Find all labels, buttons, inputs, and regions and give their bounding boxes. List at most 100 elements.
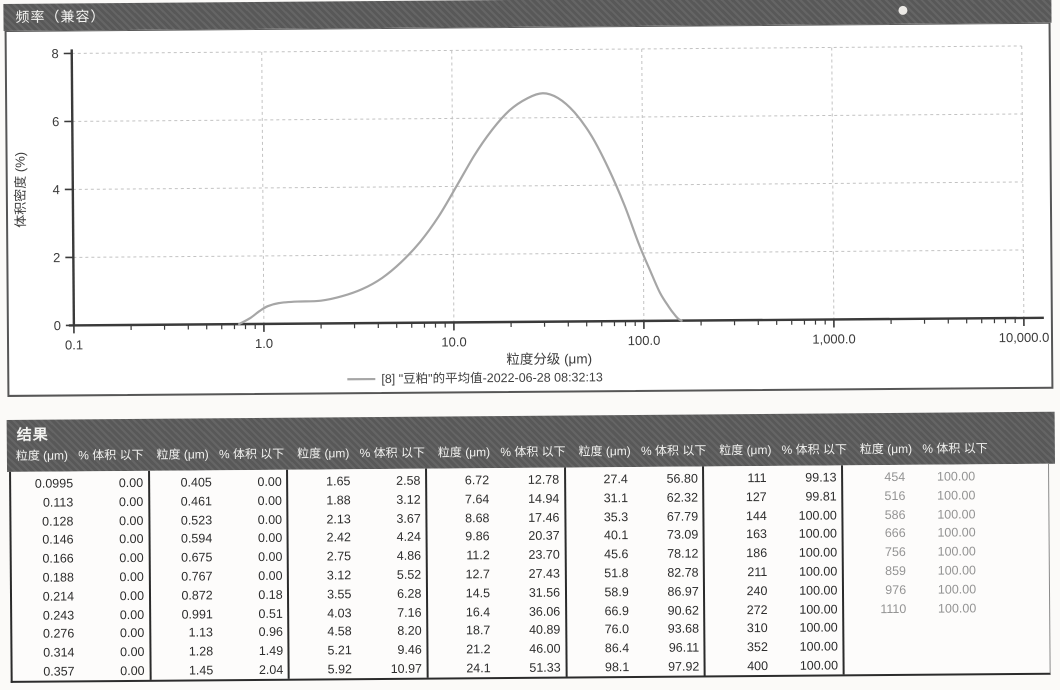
size-value-cell: 0.276 <box>42 626 75 642</box>
y-tick-label: 8 <box>51 46 58 61</box>
percent-under-value-cell: 100.00 <box>799 658 839 673</box>
size-value-cell: 454 <box>884 469 906 485</box>
results-table: 0.0995 0.00 0.113 0.00 0.128 0.00 0.146 0.00 0.1… <box>9 463 1051 683</box>
table-row: 186 100.00 <box>705 544 843 564</box>
x-axis <box>68 316 1044 327</box>
size-value-cell: 0.523 <box>180 512 213 528</box>
size-value-cell: 45.6 <box>604 547 629 562</box>
percent-under-value-cell: 6.28 <box>396 586 422 601</box>
size-column-header: 粒度 (μm) <box>297 446 350 461</box>
percent-under-value-cell: 100.00 <box>799 639 838 654</box>
x-tick-label: 1.0 <box>255 336 273 351</box>
h-gridline <box>71 45 1022 54</box>
table-row: 0.128 0.00 <box>11 511 149 531</box>
table-row: 51.8 82.78 <box>567 563 705 583</box>
legend-label: [8] "豆粕"的平均值-2022-06-28 08:32:13 <box>381 369 603 386</box>
size-value-cell: 11.2 <box>466 548 490 563</box>
percent-under-value-cell: 20.37 <box>528 529 560 544</box>
size-value-cell: 40.1 <box>603 528 629 543</box>
size-value-cell: 127 <box>745 489 767 504</box>
table-row: 0.991 0.51 <box>151 604 289 624</box>
size-value-cell: 0.594 <box>180 531 213 546</box>
percent-under-value-cell: 100.00 <box>798 564 838 579</box>
size-value-cell: 3.55 <box>326 587 352 602</box>
x-tick-label: 100.0 <box>628 333 661 348</box>
percent-under-value-cell: 100.00 <box>937 600 977 616</box>
percent-under-value-cell: 9.46 <box>397 642 422 658</box>
size-value-cell: 5.21 <box>327 643 352 658</box>
percent-under-value-cell: 2.04 <box>258 662 284 677</box>
size-value-cell: 516 <box>884 488 906 503</box>
size-column-header: 粒度 (μm) <box>437 445 491 460</box>
table-row: 5.21 9.46 <box>290 641 428 661</box>
size-value-cell: 18.7 <box>465 623 491 638</box>
table-row: 4.58 8.20 <box>290 622 428 642</box>
size-column-header: 粒度 (μm) <box>578 444 631 459</box>
size-value-cell: 310 <box>746 621 768 636</box>
table-row: 3.55 6.28 <box>289 584 427 604</box>
size-value-cell: 0.166 <box>42 551 74 566</box>
size-value-cell: 51.8 <box>604 566 629 581</box>
results-table-column-group: 111 99.13 127 99.81 144 100.00 163 100.00 186 100… <box>704 465 845 676</box>
size-value-cell: 21.2 <box>466 642 491 657</box>
percent-under-value-cell: 0.51 <box>258 606 283 621</box>
percent-under-value-cell: 0.00 <box>119 607 145 622</box>
size-value-cell: 976 <box>885 582 907 597</box>
chart-panel-title: 频率（兼容） <box>15 8 106 25</box>
table-row: 111 99.13 <box>704 468 842 488</box>
percent-under-value-cell: 4.24 <box>396 530 421 545</box>
percent-under-value-cell: 3.67 <box>396 511 421 526</box>
table-row: 0.675 0.00 <box>150 548 288 568</box>
table-row: 5.92 10.97 <box>290 660 428 680</box>
table-row: 127 99.81 <box>705 487 843 507</box>
table-row: 310 100.00 <box>706 619 844 639</box>
percent-under-value-cell: 100.00 <box>936 469 976 484</box>
table-row: 16.4 36.06 <box>428 602 566 622</box>
size-value-cell: 352 <box>746 640 768 655</box>
size-value-cell: 7.64 <box>464 491 490 507</box>
size-value-cell: 1110 <box>880 601 907 616</box>
size-value-cell: 58.9 <box>604 584 629 600</box>
results-header-group: 粒度 (μm) % 体积 以下 <box>9 446 150 464</box>
percent-under-value-cell: 0.00 <box>258 568 283 583</box>
v-gridline <box>261 51 265 324</box>
percent-under-value-cell: 0.00 <box>119 569 144 585</box>
percent-under-value-cell: 97.92 <box>668 659 700 674</box>
table-row: 0.0995 0.00 <box>11 474 149 494</box>
percent-under-value-cell: 46.00 <box>529 641 561 657</box>
percent-under-column-header: % 体积 以下 <box>781 442 848 457</box>
table-row: 1.13 0.96 <box>151 623 289 643</box>
percent-under-value-cell: 17.46 <box>528 510 560 525</box>
table-row: 2.13 3.67 <box>289 509 427 529</box>
size-value-cell: 0.128 <box>42 514 74 529</box>
percent-under-value-cell: 100.00 <box>937 525 976 541</box>
table-row: 586 100.00 <box>843 505 981 525</box>
table-row: 352 100.00 <box>706 638 844 658</box>
h-gridline <box>72 113 1023 122</box>
size-value-cell: 144 <box>745 508 767 523</box>
size-value-cell: 272 <box>746 602 768 617</box>
table-row: 0.314 0.00 <box>12 643 150 663</box>
percent-under-value-cell: 0.00 <box>257 531 283 546</box>
size-value-cell: 2.13 <box>326 511 351 527</box>
percent-under-value-cell: 86.97 <box>667 584 699 599</box>
percent-under-column-header: % 体积 以下 <box>922 441 988 456</box>
results-table-column-group: 27.4 56.80 31.1 62.32 35.3 67.79 40.1 73.09 45.6… <box>565 466 707 677</box>
table-row: 6.72 12.78 <box>427 471 565 491</box>
percent-under-value-cell: 100.00 <box>799 583 838 598</box>
percent-under-value-cell: 14.94 <box>527 491 560 506</box>
size-value-cell: 98.1 <box>604 660 630 675</box>
percent-under-value-cell: 2.58 <box>396 473 421 488</box>
table-row: 0.146 0.00 <box>12 530 150 550</box>
size-value-cell: 0.243 <box>42 608 75 623</box>
size-value-cell: 6.72 <box>464 473 490 488</box>
table-row: 0.357 0.00 <box>13 662 151 682</box>
size-value-cell: 756 <box>884 545 906 560</box>
percent-under-value-cell: 0.00 <box>119 532 144 547</box>
x-axis-title: 粒度分级 (μm) <box>506 351 592 367</box>
table-row: 0.188 0.00 <box>12 568 150 588</box>
percent-under-value-cell: 0.00 <box>257 512 283 527</box>
table-row: 2.42 4.24 <box>289 528 427 548</box>
results-header-group: 粒度 (μm) % 体积 以下 <box>150 445 291 463</box>
percent-under-value-cell: 100.00 <box>937 582 977 597</box>
